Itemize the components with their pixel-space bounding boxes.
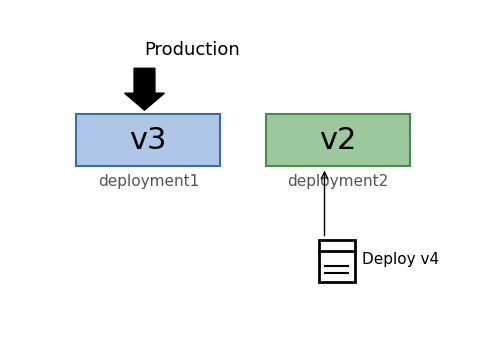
Text: deployment1: deployment1 (98, 174, 199, 189)
Text: v2: v2 (319, 126, 356, 155)
Polygon shape (124, 68, 164, 110)
Text: Production: Production (144, 41, 240, 59)
Bar (318, 240, 354, 282)
Text: Deploy v4: Deploy v4 (362, 252, 439, 267)
Text: deployment2: deployment2 (286, 174, 387, 189)
FancyBboxPatch shape (265, 114, 409, 167)
Text: v3: v3 (129, 126, 167, 155)
FancyBboxPatch shape (76, 114, 220, 167)
